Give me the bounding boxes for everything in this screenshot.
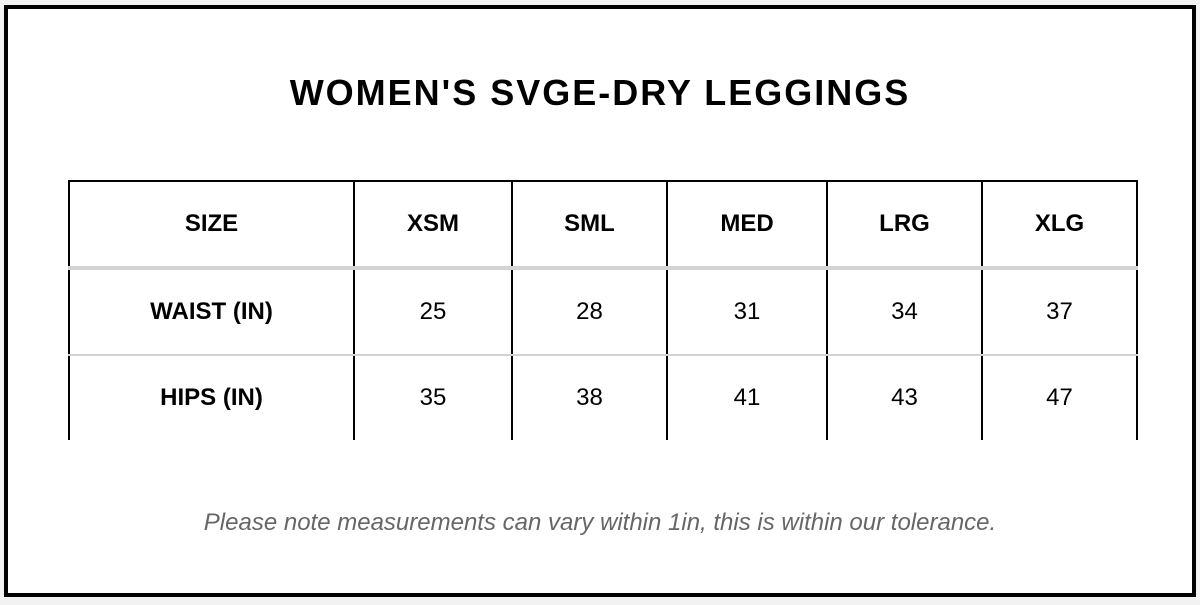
header-med: MED [666,180,828,270]
size-table: SIZE XSM SML MED LRG XLG WAIST (IN) 25 2… [68,180,1138,440]
table-header-row: SIZE XSM SML MED LRG XLG [68,180,1138,270]
table-cell: 34 [826,268,983,356]
table-cell: 43 [826,355,983,440]
table-cell: 37 [981,268,1138,356]
header-sml: SML [511,180,668,270]
table-row-hips: HIPS (IN) 35 38 41 43 47 [68,355,1138,440]
header-size: SIZE [68,180,355,270]
table-cell: 31 [666,268,828,356]
table-cell: 25 [353,268,513,356]
header-lrg: LRG [826,180,983,270]
table-cell: 28 [511,268,668,356]
table-cell: 47 [981,355,1138,440]
row-label-waist: WAIST (IN) [68,268,355,356]
table-cell: 38 [511,355,668,440]
header-xlg: XLG [981,180,1138,270]
tolerance-note: Please note measurements can vary within… [203,509,997,536]
size-chart-card: WOMEN'S SVGE-DRY LEGGINGS SIZE XSM SML M… [4,5,1196,597]
table-cell: 35 [353,355,513,440]
table-cell: 41 [666,355,828,440]
page-title: WOMEN'S SVGE-DRY LEGGINGS [289,72,911,113]
row-label-hips: HIPS (IN) [68,355,355,440]
header-xsm: XSM [353,180,513,270]
table-row-waist: WAIST (IN) 25 28 31 34 37 [68,268,1138,356]
